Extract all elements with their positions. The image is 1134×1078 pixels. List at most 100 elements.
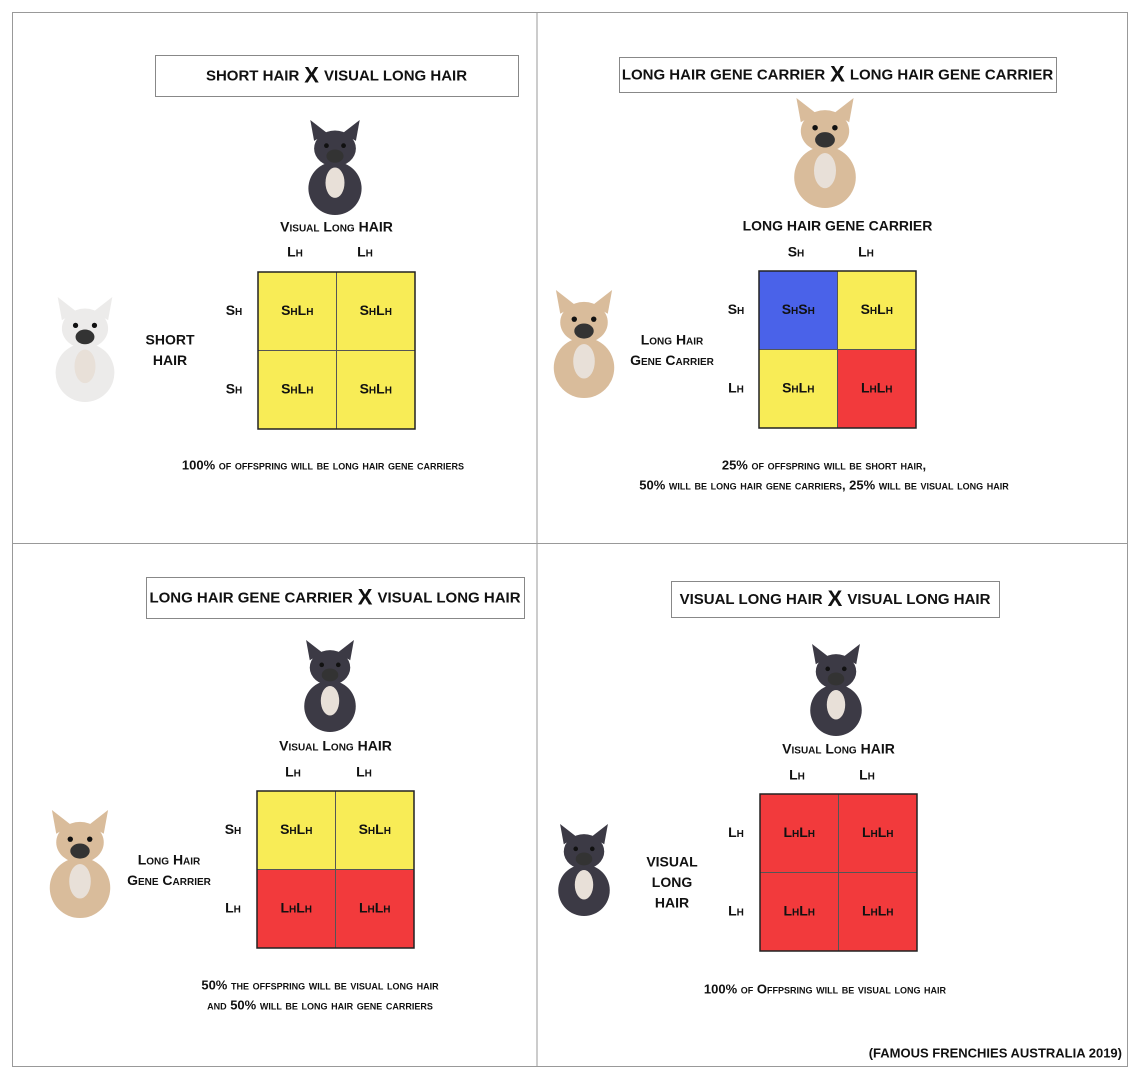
title-box [155,55,519,97]
punnett-cell [256,790,336,870]
cell-genotype: LhLh [280,899,312,915]
dog-picture [553,290,615,399]
dog-picture [558,824,610,916]
caption: 50% will be long hair gene carriers, 25%… [639,477,1009,492]
dog-muzzle [326,149,344,163]
allele: Lh [356,764,372,780]
title-part: VISUAL LONG HAIR [680,591,823,608]
parent-label: Visual Long HAIR [782,741,895,757]
dog-head [314,130,356,167]
dog-head [563,834,605,870]
title-part: VISUAL LONG HAIR [377,589,520,606]
allele: Sh [225,821,242,837]
dog-eye [591,316,597,322]
title-part: LONG HAIR GENE CARRIER [149,589,353,606]
dog-head [560,301,608,343]
caption: 25% of offspring will be short hair, [722,457,926,472]
cell-genotype: LhLh [862,824,894,840]
dog-eye [825,666,831,672]
allele: Lh [859,767,875,783]
cell-genotype: ShLh [360,380,392,396]
dog-head [309,650,351,686]
dog-chest [573,344,595,379]
dog-chest [574,870,594,900]
dog-chest [325,167,345,198]
cell-genotype: ShLh [280,821,312,837]
title-box [671,581,1000,618]
allele: Lh [858,244,874,260]
dog-head [61,308,109,349]
dog-eye [341,143,346,149]
cell-genotype: LhLh [783,824,815,840]
dog-muzzle [575,852,593,866]
dog-picture [304,640,356,732]
dog-picture [55,297,115,402]
dog-muzzle [321,668,339,682]
allele: Lh [728,902,744,918]
credit: (FAMOUS FRENCHIES AUSTRALIA 2019) [869,1045,1122,1060]
dog-eye [335,662,341,668]
dog-eye [573,846,579,852]
punnett-border [256,790,415,949]
dog-muzzle [70,843,90,859]
title-part: SHORT HAIR [206,67,300,84]
title-part: VISUAL LONG HAIR [324,67,467,84]
title-part: X [358,584,373,609]
allele: Lh [287,244,303,260]
dog-eye [319,662,325,668]
parent-label: Long Hair [138,852,201,868]
dog-eye [324,143,329,149]
title: SHORT HAIR X VISUAL LONG HAIR [206,62,467,87]
parent-label: Long Hair [641,332,704,348]
title: VISUAL LONG HAIR X VISUAL LONG HAIR [680,586,991,611]
allele: Lh [789,767,805,783]
title-part: X [828,586,843,611]
punnett-cell [838,793,918,873]
punnett-border [257,271,416,430]
title-box [619,57,1057,93]
parent-label: SHORT [146,332,195,348]
parent-label: LONG HAIR GENE CARRIER [743,218,933,234]
punnett-cell [335,790,415,870]
dog-head [815,654,857,690]
cell-genotype: LhLh [783,902,815,918]
dog-chest [826,690,846,720]
dog-muzzle [75,329,95,345]
caption: 100% of offspring will be long hair gene… [182,457,464,472]
caption: 100% of Offpsring will be visual long ha… [704,981,947,996]
parent-label: Gene Carrier [127,872,212,888]
title-box [146,577,525,619]
parent-label: Gene Carrier [630,352,715,368]
title: LONG HAIR GENE CARRIER X VISUAL LONG HAIR [149,584,520,609]
title-part: LONG HAIR GENE CARRIER [850,66,1054,83]
dog-picture [308,120,362,215]
dog-chest [320,686,340,716]
punnett-cell [335,869,415,949]
cell-genotype: ShLh [359,821,391,837]
cell-genotype: ShSh [782,301,815,317]
cell-genotype: LhLh [359,899,391,915]
dog-eye [87,836,93,842]
parent-label: HAIR [655,895,689,911]
parent-label: VISUAL [646,854,698,870]
cell-genotype: ShLh [281,302,313,318]
title-part: VISUAL LONG HAIR [847,591,990,608]
punnett-cell [838,872,918,952]
dog-eye [832,124,838,131]
title: LONG HAIR GENE CARRIER X LONG HAIR GENE CA… [622,61,1054,86]
allele: Lh [728,824,744,840]
dog-muzzle [815,132,835,148]
allele: Lh [225,899,241,915]
cell-genotype: ShLh [281,380,313,396]
parent-label: HAIR [153,352,187,368]
punnett-cell [336,350,416,430]
cell-genotype: ShLh [360,302,392,318]
title-part: X [304,62,319,87]
dog-picture [794,98,856,208]
cell-genotype: ShLh [861,301,893,317]
dog-picture [810,644,862,736]
dog-eye [91,322,98,328]
parent-label: LONG [652,874,693,890]
dog-head [800,110,850,152]
